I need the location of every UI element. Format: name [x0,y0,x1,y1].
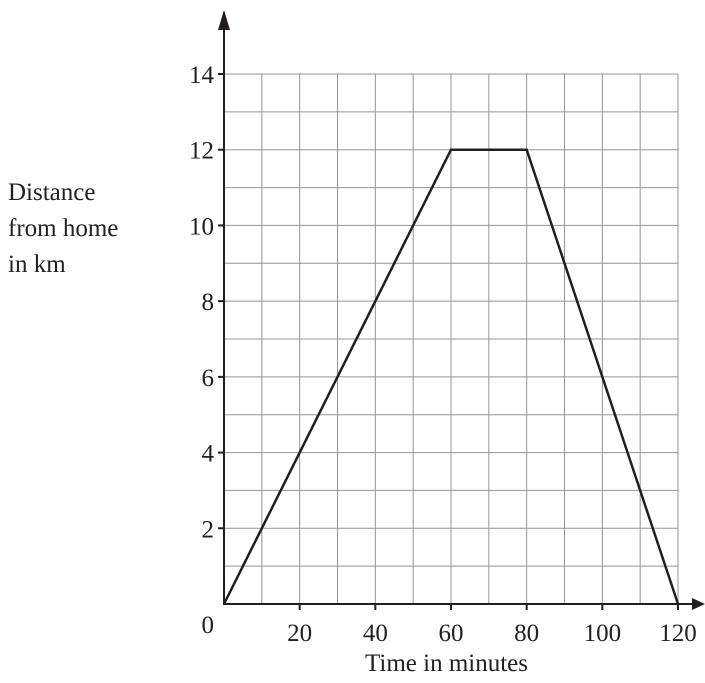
x-tick-label: 40 [363,620,388,647]
y-tick-label: 12 [189,138,214,165]
y-axis-label-line-3: in km [8,251,66,278]
series-line [222,148,680,605]
x-tick-label: 100 [584,620,622,647]
y-tick-label: 2 [202,516,215,543]
data-point [449,148,453,151]
data-point [676,602,680,606]
series [222,148,680,606]
x-tick-label: 120 [659,620,697,647]
y-tick-label: 8 [202,289,215,316]
y-tick-label: 14 [189,62,215,89]
x-tick-label: 80 [514,620,539,647]
origin-label: 0 [202,612,215,639]
y-tick-label: 10 [189,213,214,240]
y-axis-label-line-1: Distance [8,179,96,206]
y-tick-label: 6 [202,365,215,392]
y-axis-label-line-2: from home [8,215,119,242]
tick-labels: 20 40 60 80 100 120 2 4 6 8 10 12 14 0 [189,62,697,647]
axes [218,10,705,610]
x-axis-label: Time in minutes [365,650,528,677]
data-point [525,148,528,151]
grid [224,73,679,604]
x-axis-arrowhead [692,598,705,610]
data-point [222,602,226,606]
x-tick-label: 60 [439,620,464,647]
y-tick-label: 4 [202,441,215,468]
x-tick-label: 20 [287,620,312,647]
y-axis-arrowhead [218,10,230,30]
